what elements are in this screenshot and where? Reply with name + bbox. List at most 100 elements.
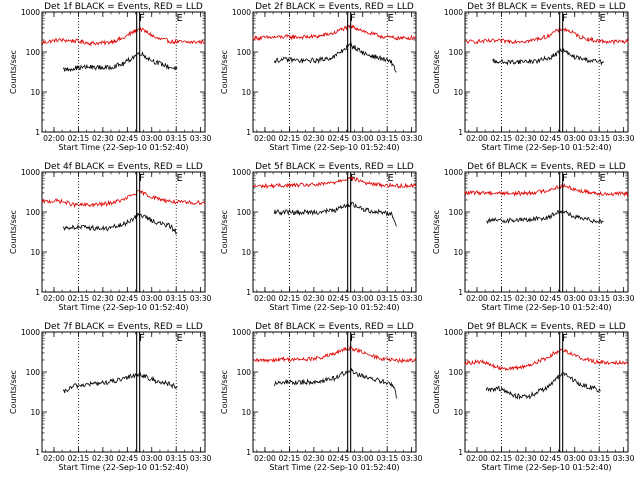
x-tick-label: 02:15 [279, 294, 301, 303]
y-tick-label: 1 [458, 448, 463, 457]
y-tick-label: 100 [26, 48, 41, 57]
y-tick-label: 100 [26, 368, 41, 377]
lld-series-line [41, 189, 206, 209]
events-series-line [62, 371, 178, 394]
y-tick-label: 1 [246, 288, 251, 297]
y-axis-label: Counts/sec [9, 210, 18, 254]
events-series-line [273, 201, 397, 227]
x-axis-label: Start Time (22-Sep-10 01:52:40) [58, 303, 188, 312]
marker-e: E [176, 13, 182, 24]
x-axis-label: Start Time (22-Sep-10 01:52:40) [481, 463, 611, 472]
y-tick-label: 10 [453, 248, 463, 257]
lld-series-line [41, 27, 206, 47]
marker-e: E [599, 173, 605, 184]
x-tick-label: 02:30 [92, 454, 114, 463]
panel-title: Det 8f BLACK = Events, RED = LLD [255, 322, 414, 332]
x-tick-label: 02:00 [466, 294, 488, 303]
y-tick-label: 1 [246, 128, 251, 137]
y-tick-label: 10 [241, 248, 251, 257]
x-tick-label: 03:30 [613, 454, 635, 463]
y-tick-label: 1000 [21, 168, 40, 177]
x-tick-label: 02:00 [466, 134, 488, 143]
x-tick-label: 03:15 [588, 294, 610, 303]
panel-title: Det 1f BLACK = Events, RED = LLD [44, 2, 203, 12]
y-axis-label: Counts/sec [9, 50, 18, 94]
y-tick-label: 10 [453, 88, 463, 97]
panel-title: Det 7f BLACK = Events, RED = LLD [44, 322, 203, 332]
marker-f: F [139, 333, 145, 344]
x-tick-label: 03:30 [613, 294, 635, 303]
panel-det-2f: Det 2f BLACK = Events, RED = LLD 1 10 100 10… [220, 2, 423, 152]
x-tick-label: 02:30 [515, 294, 537, 303]
x-tick-label: 02:45 [327, 454, 349, 463]
lld-series-line [252, 176, 417, 190]
y-tick-label: 1 [35, 128, 40, 137]
x-tick-label: 02:30 [303, 294, 325, 303]
y-tick-label: 1 [35, 288, 40, 297]
x-tick-label: 02:00 [254, 134, 276, 143]
y-axis-label: Counts/sec [432, 370, 441, 414]
plot-frame [464, 331, 629, 453]
x-tick-label: 02:15 [68, 454, 90, 463]
plot-frame [252, 331, 417, 453]
y-tick-label: 1000 [232, 328, 251, 337]
marker-e: E [599, 333, 605, 344]
plot-frame [464, 171, 629, 293]
x-tick-label: 03:30 [190, 134, 212, 143]
x-tick-label: 02:15 [279, 454, 301, 463]
y-axis-label: Counts/sec [220, 210, 229, 254]
x-tick-label: 03:00 [141, 294, 163, 303]
lld-series-line [252, 345, 417, 364]
marker-f: F [139, 173, 145, 184]
x-axis-label: Start Time (22-Sep-10 01:52:40) [269, 143, 399, 152]
y-tick-label: 100 [26, 208, 41, 217]
plot-frame [464, 11, 629, 133]
events-series-line [273, 42, 397, 73]
panel-det-5f: Det 5f BLACK = Events, RED = LLD 1 10 100 10… [220, 162, 423, 312]
x-tick-label: 02:00 [466, 454, 488, 463]
x-tick-label: 02:30 [303, 454, 325, 463]
x-tick-label: 02:15 [68, 294, 90, 303]
x-tick-label: 03:30 [190, 454, 212, 463]
x-tick-label: 03:00 [352, 134, 374, 143]
y-tick-label: 10 [453, 408, 463, 417]
y-tick-label: 1000 [21, 328, 40, 337]
y-tick-label: 100 [237, 48, 252, 57]
y-tick-label: 10 [30, 408, 40, 417]
x-tick-label: 02:45 [539, 294, 561, 303]
marker-f: F [562, 333, 568, 344]
x-axis-label: Start Time (22-Sep-10 01:52:40) [481, 303, 611, 312]
x-tick-label: 02:45 [539, 454, 561, 463]
x-tick-label: 02:15 [279, 134, 301, 143]
x-axis-label: Start Time (22-Sep-10 01:52:40) [269, 463, 399, 472]
x-tick-label: 02:15 [491, 134, 513, 143]
events-series-line [62, 50, 178, 73]
y-tick-label: 1000 [232, 8, 251, 17]
x-tick-label: 03:15 [376, 134, 398, 143]
x-tick-label: 02:45 [116, 294, 138, 303]
y-tick-label: 1000 [232, 168, 251, 177]
x-tick-label: 02:00 [254, 454, 276, 463]
panel-title: Det 5f BLACK = Events, RED = LLD [255, 162, 414, 172]
panel-title: Det 2f BLACK = Events, RED = LLD [255, 2, 414, 12]
x-tick-label: 03:15 [588, 454, 610, 463]
plot-frame [252, 11, 417, 133]
y-axis-label: Counts/sec [220, 370, 229, 414]
y-axis-label: Counts/sec [432, 210, 441, 254]
marker-e: E [387, 333, 393, 344]
marker-e: E [387, 173, 393, 184]
y-tick-label: 1000 [21, 8, 40, 17]
panel-det-8f: Det 8f BLACK = Events, RED = LLD 1 10 100 10… [220, 322, 423, 472]
marker-e: E [176, 333, 182, 344]
x-axis-label: Start Time (22-Sep-10 01:52:40) [269, 303, 399, 312]
panel-title: Det 9f BLACK = Events, RED = LLD [467, 322, 626, 332]
y-tick-label: 10 [30, 248, 40, 257]
x-tick-label: 02:45 [327, 294, 349, 303]
y-tick-label: 100 [237, 368, 252, 377]
x-tick-label: 03:00 [564, 294, 586, 303]
x-tick-label: 03:30 [401, 294, 423, 303]
marker-f: F [562, 13, 568, 24]
x-tick-label: 02:15 [491, 454, 513, 463]
y-tick-label: 100 [449, 208, 464, 217]
x-tick-label: 03:30 [190, 294, 212, 303]
